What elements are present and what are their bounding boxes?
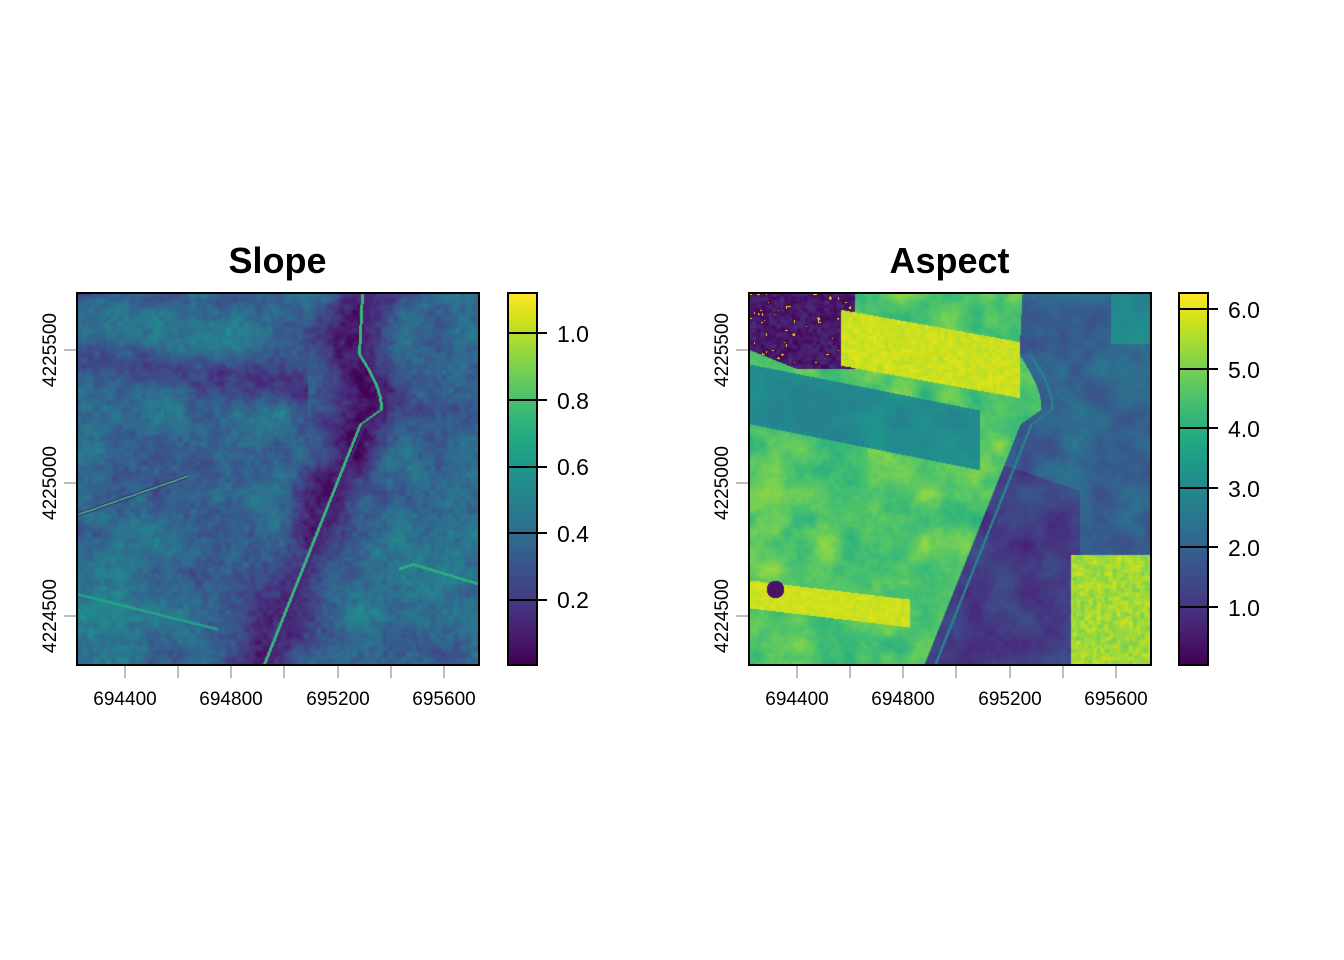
- colorbar-label: 0.4: [557, 521, 589, 547]
- aspect-colorbar: [1178, 292, 1209, 666]
- colorbar-label: 2.0: [1228, 535, 1260, 561]
- x-tick: [230, 666, 232, 678]
- slope-raster: [76, 292, 480, 666]
- x-tick-label: 694400: [765, 689, 829, 710]
- x-tick: [902, 666, 904, 678]
- x-tick: [796, 666, 798, 678]
- x-tick-label: 695600: [1084, 689, 1148, 710]
- colorbar-label: 4.0: [1228, 416, 1260, 442]
- y-tick: [736, 615, 748, 617]
- x-tick: [390, 666, 392, 678]
- x-tick: [1062, 666, 1064, 678]
- colorbar-label: 3.0: [1228, 476, 1260, 502]
- x-tick-label: 695600: [412, 689, 476, 710]
- slope-panel: Slope 4225500 4225000 4224500 694400 694…: [40, 240, 589, 710]
- colorbar-tick: [507, 332, 547, 334]
- x-tick: [1115, 666, 1117, 678]
- colorbar-label: 0.2: [557, 587, 589, 613]
- y-tick-label: 4225000: [712, 446, 733, 520]
- x-tick: [443, 666, 445, 678]
- slope-colorbar-gradient: [509, 294, 536, 664]
- slope-raster-canvas: [78, 294, 478, 664]
- aspect-panel: Aspect 4225500 4225000 4224500 694400 69…: [712, 240, 1260, 710]
- x-tick: [124, 666, 126, 678]
- y-tick: [736, 349, 748, 351]
- colorbar-tick: [1178, 427, 1218, 429]
- colorbar-tick: [507, 466, 547, 468]
- x-tick-label: 695200: [978, 689, 1042, 710]
- colorbar-tick: [507, 399, 547, 401]
- x-tick-label: 694400: [93, 689, 157, 710]
- aspect-raster-canvas: [750, 294, 1150, 664]
- colorbar-label: 6.0: [1228, 297, 1260, 323]
- x-tick-label: 694800: [871, 689, 935, 710]
- y-tick: [64, 615, 76, 617]
- aspect-title: Aspect: [889, 240, 1010, 281]
- colorbar-label: 1.0: [557, 321, 589, 347]
- colorbar-tick: [1178, 308, 1218, 310]
- x-tick: [849, 666, 851, 678]
- colorbar-tick: [507, 532, 547, 534]
- slope-colorbar: [507, 292, 538, 666]
- x-tick: [177, 666, 179, 678]
- x-tick: [283, 666, 285, 678]
- colorbar-label: 0.8: [557, 388, 589, 414]
- x-tick-label: 694800: [199, 689, 263, 710]
- y-tick: [64, 349, 76, 351]
- colorbar-tick: [1178, 606, 1218, 608]
- y-tick: [64, 482, 76, 484]
- aspect-raster: [748, 292, 1152, 666]
- y-tick-label: 4225500: [712, 313, 733, 387]
- x-tick-label: 695200: [306, 689, 370, 710]
- colorbar-tick: [507, 599, 547, 601]
- colorbar-tick: [1178, 487, 1218, 489]
- colorbar-tick: [1178, 546, 1218, 548]
- x-tick: [1009, 666, 1011, 678]
- slope-title: Slope: [228, 240, 327, 281]
- x-tick: [955, 666, 957, 678]
- y-tick: [736, 482, 748, 484]
- aspect-colorbar-gradient: [1180, 294, 1207, 664]
- y-tick-label: 4224500: [712, 579, 733, 653]
- colorbar-tick: [1178, 368, 1218, 370]
- colorbar-label: 1.0: [1228, 595, 1260, 621]
- colorbar-label: 5.0: [1228, 357, 1260, 383]
- colorbar-label: 0.6: [557, 454, 589, 480]
- x-tick: [337, 666, 339, 678]
